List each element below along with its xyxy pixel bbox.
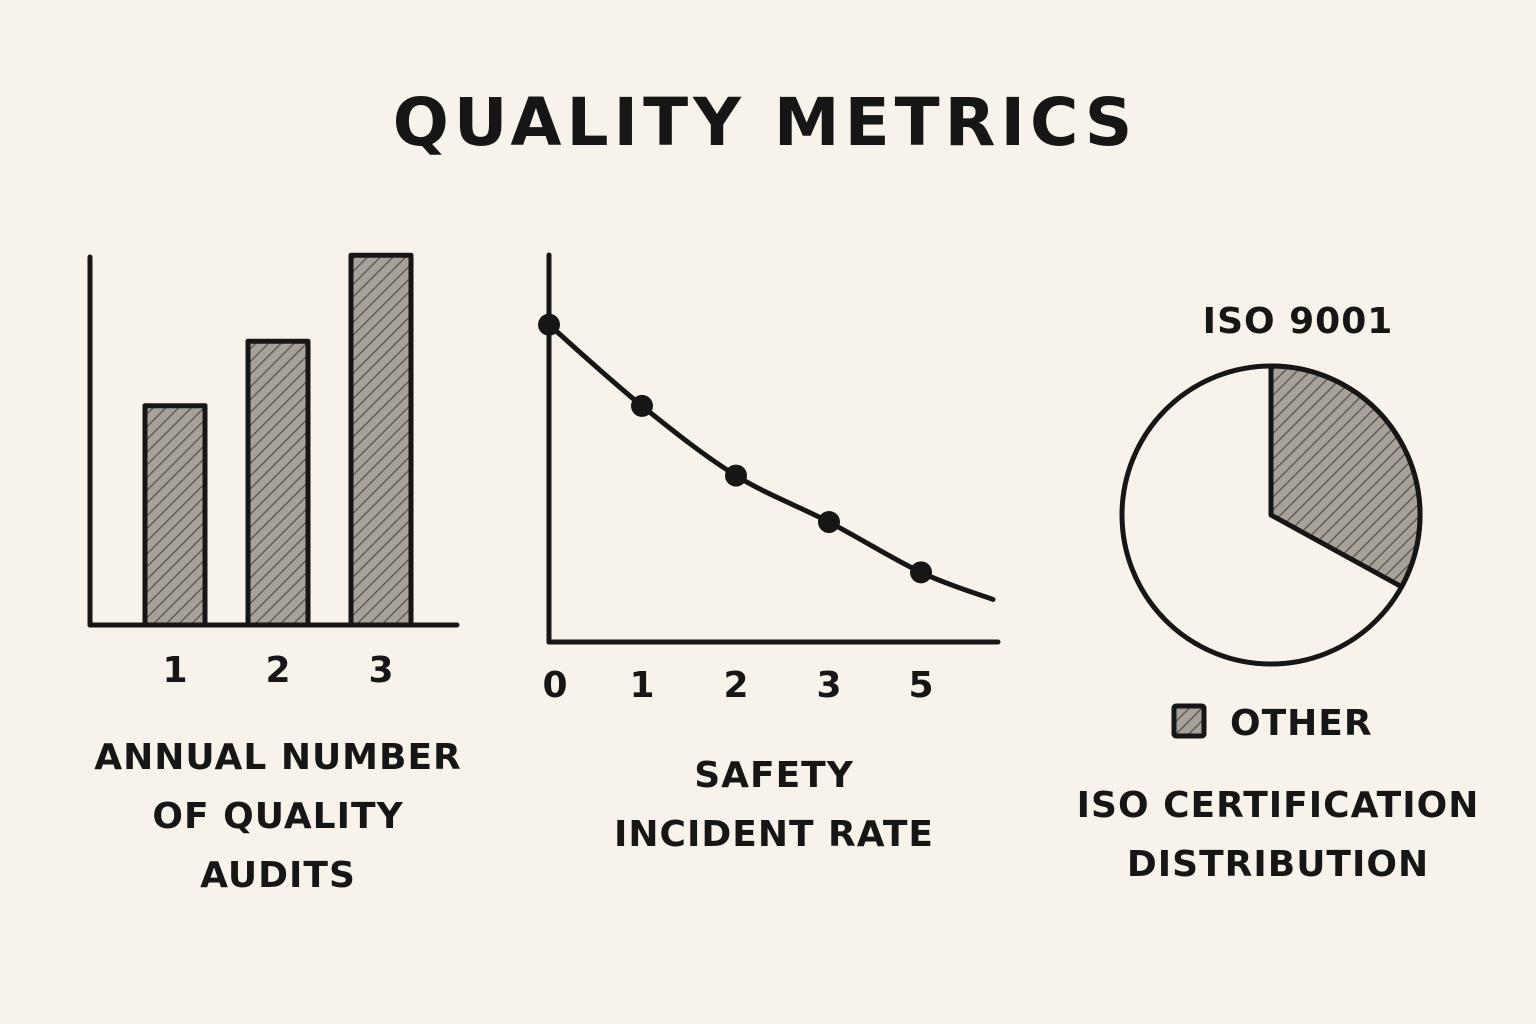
bar-2 <box>245 338 311 628</box>
safety-point <box>818 511 840 534</box>
safety-point <box>538 313 560 336</box>
safety-line-chart: 0 1 2 3 5 SAFETY INCIDENT RATE <box>538 252 1001 855</box>
pie-slice-iso-9001 <box>1268 363 1423 590</box>
bar-tick-label: 2 <box>265 650 290 691</box>
line-chart-title-line: SAFETY <box>694 755 854 796</box>
bar-tick-label: 1 <box>162 650 187 691</box>
safety-point <box>910 561 932 584</box>
line-tick-label: 1 <box>629 665 654 706</box>
bar-chart-title-line: ANNUAL NUMBER <box>94 737 462 778</box>
bar-3 <box>348 252 414 628</box>
bar-1 <box>142 403 208 628</box>
legend-swatch <box>1171 703 1207 739</box>
line-tick-label: 0 <box>542 665 567 706</box>
bar-chart-title-line: AUDITS <box>200 855 356 896</box>
pie-chart-title-line: ISO CERTIFICATION <box>1077 785 1480 826</box>
pie-chart-title-line: DISTRIBUTION <box>1127 844 1429 885</box>
bar-tick-label: 3 <box>368 650 393 691</box>
iso-pie-chart: ISO 9001 OTHER ISO CERTIFICATION DISTRIBUTI… <box>1077 301 1480 885</box>
pie-top-label: ISO 9001 <box>1203 301 1394 342</box>
line-tick-label: 3 <box>816 665 841 706</box>
legend-label: OTHER <box>1230 703 1373 744</box>
safety-trend-line <box>546 322 996 602</box>
line-chart-title-line: INCIDENT RATE <box>614 814 934 855</box>
bar-chart-title-line: OF QUALITY <box>152 796 403 837</box>
line-tick-label: 5 <box>908 665 933 706</box>
safety-point <box>631 394 653 417</box>
page-title: QUALITY METRICS <box>393 84 1138 161</box>
safety-point <box>725 464 747 487</box>
line-tick-label: 2 <box>723 665 748 706</box>
audits-bar-chart: 1 2 3 ANNUAL NUMBER OF QUALITY AUDITS <box>87 252 462 896</box>
